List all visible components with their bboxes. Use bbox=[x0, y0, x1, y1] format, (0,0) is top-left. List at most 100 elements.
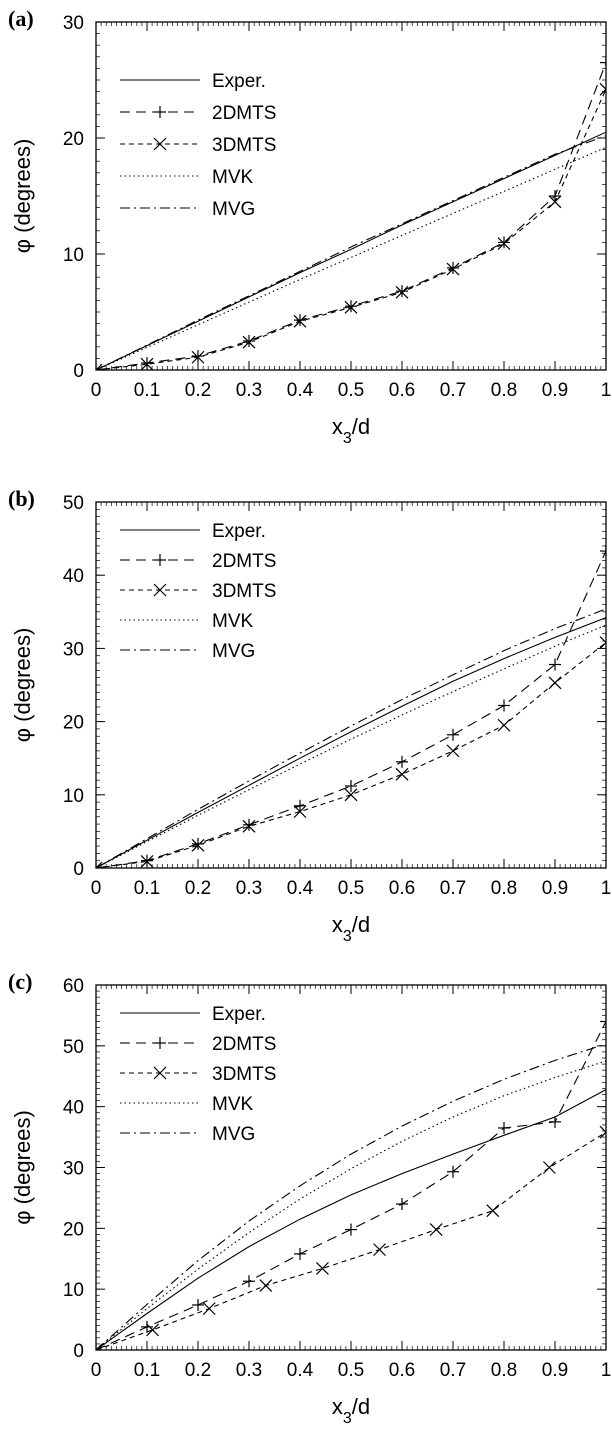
y-tick-label: 20 bbox=[63, 713, 84, 734]
legend-marker bbox=[153, 1066, 167, 1080]
data-point bbox=[447, 261, 459, 274]
legend-item: 3DMTS bbox=[120, 1064, 276, 1085]
legend-label: MVK bbox=[212, 611, 254, 632]
data-point bbox=[396, 755, 408, 768]
series-2dmts bbox=[96, 1015, 606, 1350]
y-tick-label: 50 bbox=[63, 493, 84, 514]
legend-label: MVG bbox=[212, 199, 255, 220]
legend-item: Exper. bbox=[120, 71, 266, 92]
legend-item: 2DMTS bbox=[120, 103, 276, 124]
x-axis-title: x3/d bbox=[332, 414, 370, 447]
panel-label: (b) bbox=[8, 486, 35, 511]
y-tick-label: 50 bbox=[63, 1037, 84, 1058]
data-point bbox=[429, 1223, 443, 1236]
legend-item: MVK bbox=[120, 611, 254, 632]
legend-marker bbox=[154, 1037, 166, 1049]
series-line bbox=[96, 608, 606, 868]
legend-marker bbox=[154, 106, 166, 118]
x-tick-label: 0.2 bbox=[185, 878, 211, 899]
data-point bbox=[447, 728, 459, 741]
data-point bbox=[542, 1161, 556, 1174]
series-line bbox=[96, 62, 606, 370]
data-point bbox=[294, 799, 306, 812]
data-point bbox=[395, 767, 409, 781]
minor-ticks bbox=[95, 501, 607, 869]
legend-item: MVK bbox=[120, 167, 254, 188]
data-point bbox=[447, 1165, 459, 1178]
series-line bbox=[96, 1131, 606, 1350]
legend-label: 3DMTS bbox=[212, 1064, 276, 1085]
series-3dmts bbox=[96, 636, 606, 868]
series-line bbox=[96, 617, 606, 868]
data-point bbox=[498, 1121, 510, 1134]
x-tick-label: 0 bbox=[91, 878, 102, 899]
series-mvg bbox=[96, 135, 606, 370]
series-mvk bbox=[96, 624, 606, 868]
data-point bbox=[344, 788, 358, 802]
series-2dmts bbox=[96, 545, 606, 868]
x-tick-label: 0.5 bbox=[338, 878, 364, 899]
x-tick-label: 0.3 bbox=[236, 380, 262, 401]
data-point bbox=[294, 1247, 306, 1260]
legend-label: 2DMTS bbox=[212, 103, 276, 124]
x-tick-label: 0.9 bbox=[542, 380, 568, 401]
y-tick-label: 40 bbox=[63, 1098, 84, 1119]
panel-label: (a) bbox=[8, 6, 34, 31]
plot-frame bbox=[95, 501, 607, 869]
legend-marker bbox=[153, 583, 167, 597]
series-line bbox=[96, 624, 606, 868]
legend-label: MVK bbox=[212, 167, 254, 188]
y-tick-label: 10 bbox=[63, 1280, 84, 1301]
minor-ticks bbox=[95, 984, 607, 1351]
data-point bbox=[600, 545, 606, 558]
data-point bbox=[446, 744, 460, 758]
legend-item: MVG bbox=[120, 641, 255, 662]
data-point bbox=[140, 854, 154, 868]
data-point bbox=[191, 350, 205, 364]
data-point bbox=[96, 363, 103, 370]
data-point bbox=[345, 300, 357, 313]
data-point bbox=[548, 676, 562, 690]
x-tick-label: 1 bbox=[601, 1360, 612, 1381]
x-tick-label: 0.5 bbox=[338, 380, 364, 401]
legend-item: MVG bbox=[120, 1124, 255, 1145]
data-point bbox=[293, 314, 307, 328]
legend-label: MVG bbox=[212, 1124, 255, 1145]
series-mvg bbox=[96, 1043, 606, 1350]
y-tick-label: 20 bbox=[63, 129, 84, 150]
x-tick-label: 0.5 bbox=[338, 1360, 364, 1381]
data-point bbox=[549, 658, 561, 671]
series-line bbox=[96, 1043, 606, 1350]
x-tick-label: 0.2 bbox=[185, 1360, 211, 1381]
data-point bbox=[140, 357, 154, 370]
x-tick-label: 0.8 bbox=[491, 380, 517, 401]
y-tick-label: 0 bbox=[73, 859, 84, 880]
legend-item: 2DMTS bbox=[120, 551, 276, 572]
data-point bbox=[446, 262, 460, 276]
data-point bbox=[486, 1204, 500, 1218]
x-tick-label: 0.3 bbox=[236, 878, 262, 899]
data-point bbox=[396, 285, 408, 298]
data-point bbox=[294, 314, 306, 327]
series-line bbox=[96, 550, 606, 868]
legend: Exper. 2DMTS 3DMTS MVK MVG bbox=[120, 521, 276, 662]
x-tick-label: 0.4 bbox=[287, 380, 314, 401]
y-tick-label: 0 bbox=[73, 361, 84, 382]
data-point bbox=[549, 190, 561, 202]
chart-panel-c: (c)0 0.1 0.2 0.3 0.4 0.5 0.6 0.7 0.8 0.9 101020304… bbox=[8, 969, 612, 1427]
plot-frame bbox=[95, 21, 607, 371]
y-tick-label: 30 bbox=[63, 1159, 84, 1180]
y-tick-label: 10 bbox=[63, 786, 84, 807]
x-tick-label: 0.3 bbox=[236, 1360, 262, 1381]
data-point bbox=[96, 861, 103, 868]
x-tick-label: 0.6 bbox=[389, 1360, 415, 1381]
legend-item: Exper. bbox=[120, 1004, 266, 1025]
chart-panel-b: (b)0 0.1 0.2 0.3 0.4 0.5 0.6 0.7 0.8 0.9 101020304… bbox=[8, 486, 611, 945]
legend: Exper. 2DMTS 3DMTS MVK MVG bbox=[120, 1004, 276, 1145]
data-point bbox=[599, 82, 606, 96]
data-point bbox=[293, 805, 307, 819]
data-point bbox=[202, 1302, 216, 1316]
legend-item: Exper. bbox=[120, 521, 266, 542]
legend-label: Exper. bbox=[212, 521, 266, 542]
x-tick-label: 0.1 bbox=[134, 1360, 160, 1381]
